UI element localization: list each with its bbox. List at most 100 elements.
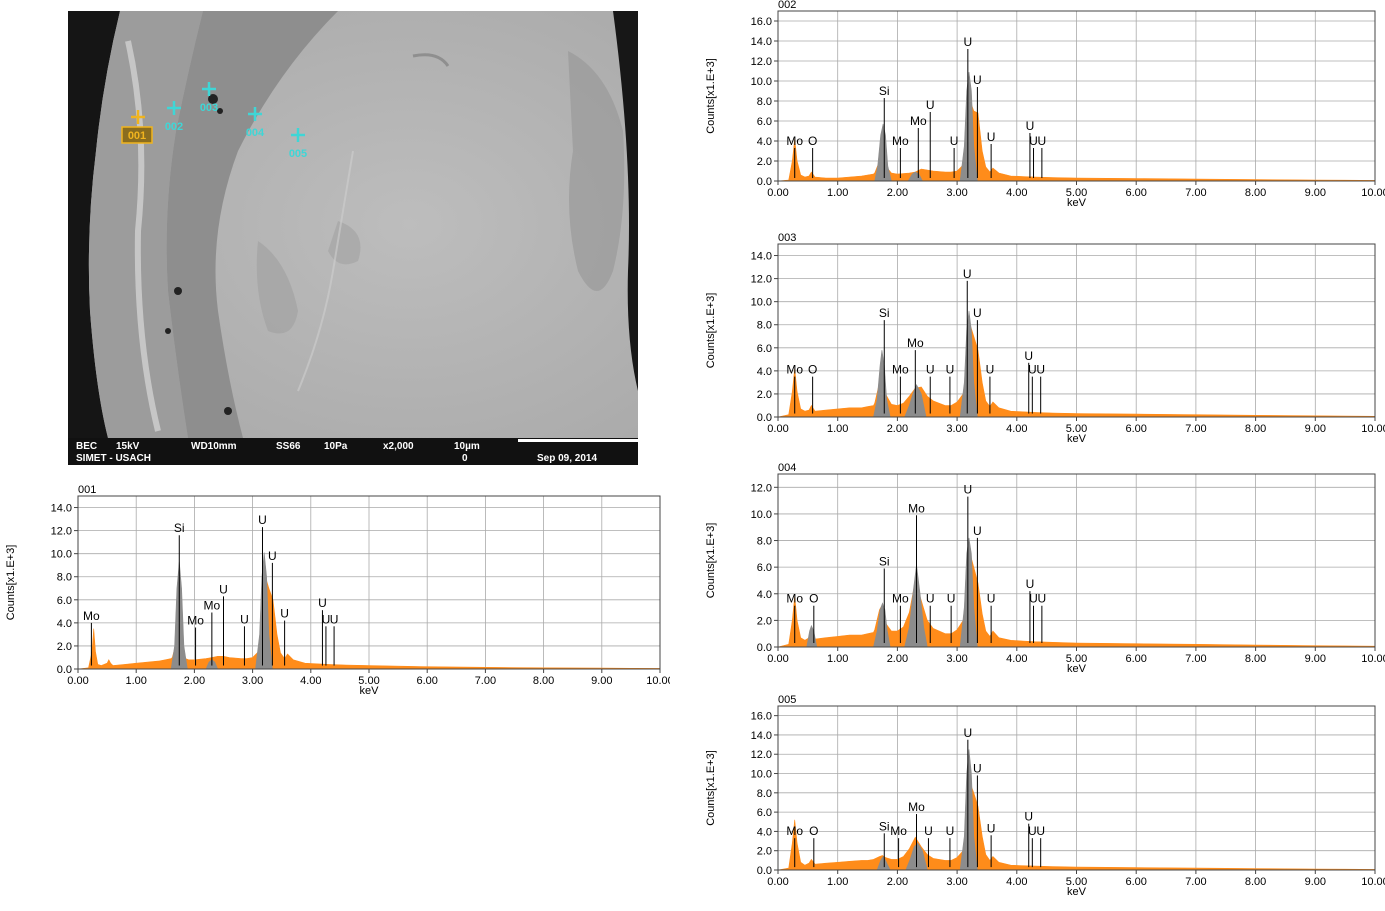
peak-label: Mo — [908, 800, 925, 814]
y-tick-label: 12.0 — [751, 56, 772, 68]
x-tick-label: 2.00 — [887, 653, 908, 665]
x-tick-label: 1.00 — [125, 675, 146, 687]
peak-label: U — [973, 73, 982, 87]
point-marker-001: 001 — [121, 110, 153, 144]
x-tick-label: 10.00 — [1361, 653, 1385, 665]
peak-label: U — [946, 363, 955, 377]
point-marker-005: 005 — [289, 128, 307, 160]
x-tick-label: 6.00 — [1125, 187, 1146, 199]
peak-label: U — [963, 267, 972, 281]
y-axis-label: Counts[x1.E+3] — [705, 523, 717, 599]
peak-label: Mo — [204, 598, 221, 612]
y-tick-label: 2.0 — [757, 615, 772, 627]
peak-label: U — [973, 524, 982, 538]
y-axis-label: Counts[x1.E+3] — [5, 545, 17, 621]
y-tick-label: 0.0 — [757, 176, 772, 188]
spectrum-001: 001 0.00 1.00 2.00 3.00 4.00 5.00 6.00 7.00 8.00 9… — [5, 485, 670, 697]
x-tick-label: 5.00 — [1066, 187, 1087, 199]
peak-label: Mo — [83, 609, 100, 623]
x-tick-label: 10.00 — [1361, 876, 1385, 888]
peak-label: U — [258, 513, 267, 527]
peak-label: Mo — [892, 134, 909, 148]
peak-label: U — [973, 761, 982, 775]
x-tick-label: 5.00 — [1066, 653, 1087, 665]
x-tick-label: 9.00 — [1305, 653, 1326, 665]
y-tick-label: 0.0 — [57, 664, 72, 676]
x-tick-label: 0.00 — [767, 187, 788, 199]
peak-label: U — [964, 35, 973, 49]
sem-info-lab: SIMET - USACH — [76, 453, 151, 464]
x-tick-label: 1.00 — [827, 876, 848, 888]
marker-label: 002 — [165, 121, 183, 133]
peak-label: U — [926, 363, 935, 377]
x-tick-label: 4.00 — [1006, 423, 1027, 435]
x-tick-label: 0.00 — [67, 675, 88, 687]
x-tick-label: 8.00 — [533, 675, 554, 687]
y-tick-label: 8.0 — [757, 320, 772, 332]
peak-label: U — [1028, 824, 1037, 838]
x-tick-label: 4.00 — [1006, 653, 1027, 665]
sem-info-magnification: x2,000 — [383, 441, 414, 452]
peak-label: Si — [879, 819, 890, 833]
sem-right-edge-dark — [613, 11, 638, 391]
x-axis-label: keV — [1067, 197, 1087, 209]
x-tick-label: 7.00 — [1185, 187, 1206, 199]
peak-label: U — [964, 726, 973, 740]
peak-label: U — [946, 824, 955, 838]
chart-title: 002 — [778, 0, 796, 11]
peak-label: O — [809, 824, 818, 838]
plot-frame — [77, 495, 661, 670]
peak-label: U — [964, 483, 973, 497]
peak-label: U — [926, 98, 935, 112]
x-tick-label: 2.00 — [887, 423, 908, 435]
peak-label: U — [1038, 134, 1047, 148]
y-tick-label: 8.0 — [57, 572, 72, 584]
peak-label: O — [809, 592, 818, 606]
sem-dark-band — [166, 11, 338, 438]
peak-label: Mo — [892, 592, 909, 606]
peak-label: U — [280, 607, 289, 621]
y-tick-label: 6.0 — [757, 343, 772, 355]
marker-label: 001 — [128, 130, 146, 142]
peak-label: U — [1029, 592, 1038, 606]
x-tick-label: 6.00 — [1125, 653, 1146, 665]
peak-label: Mo — [892, 363, 909, 377]
sem-left-edge-dark — [68, 11, 120, 438]
x-tick-label: 6.00 — [1125, 876, 1146, 888]
peak-label: U — [219, 582, 228, 596]
plot-frame — [777, 473, 1376, 648]
sem-info-scale: 10µm — [454, 441, 480, 452]
peak-label: U — [987, 821, 996, 835]
peak-label: U — [926, 592, 935, 606]
peak-label: Mo — [786, 363, 803, 377]
sem-micrograph: 001 002 003 004 005 BEC 15kV WD10mm SS66 10P… — [68, 11, 638, 465]
peak-label: O — [808, 363, 817, 377]
y-tick-label: 4.0 — [757, 136, 772, 148]
chart-title: 001 — [78, 485, 96, 496]
x-tick-label: 8.00 — [1245, 187, 1266, 199]
peak-label: U — [268, 549, 277, 563]
x-tick-label: 8.00 — [1245, 423, 1266, 435]
y-tick-label: 2.0 — [757, 389, 772, 401]
x-tick-label: 3.00 — [946, 423, 967, 435]
x-tick-label: 5.00 — [1066, 423, 1087, 435]
sem-rim-layer — [88, 11, 203, 438]
y-tick-label: 8.0 — [757, 788, 772, 800]
x-tick-label: 2.00 — [887, 876, 908, 888]
y-tick-label: 12.0 — [751, 482, 772, 494]
x-tick-label: 5.00 — [1066, 876, 1087, 888]
chart-title: 004 — [778, 463, 796, 474]
marker-label: 004 — [246, 127, 265, 139]
y-tick-label: 0.0 — [757, 412, 772, 424]
x-tick-label: 2.00 — [887, 187, 908, 199]
peak-label: Mo — [890, 824, 907, 838]
y-axis-label: Counts[x1.E+3] — [705, 293, 717, 369]
peak-label: Mo — [187, 613, 204, 627]
peak-label: O — [808, 134, 817, 148]
peak-label: U — [947, 592, 956, 606]
spectrum-003: 003 0.00 1.00 2.00 3.00 4.00 5.00 6.00 7.00 8.00 9… — [705, 233, 1385, 445]
spectrum-005: 005 0.00 1.00 2.00 3.00 4.00 5.00 6.00 7.00 8.00 9… — [705, 695, 1385, 898]
scale-bar — [518, 439, 638, 442]
spectrum-002: 002 0.00 1.00 2.00 3.00 4.00 5.00 6.00 7.00 8.00 9… — [705, 0, 1385, 209]
peak-label: U — [987, 130, 996, 144]
